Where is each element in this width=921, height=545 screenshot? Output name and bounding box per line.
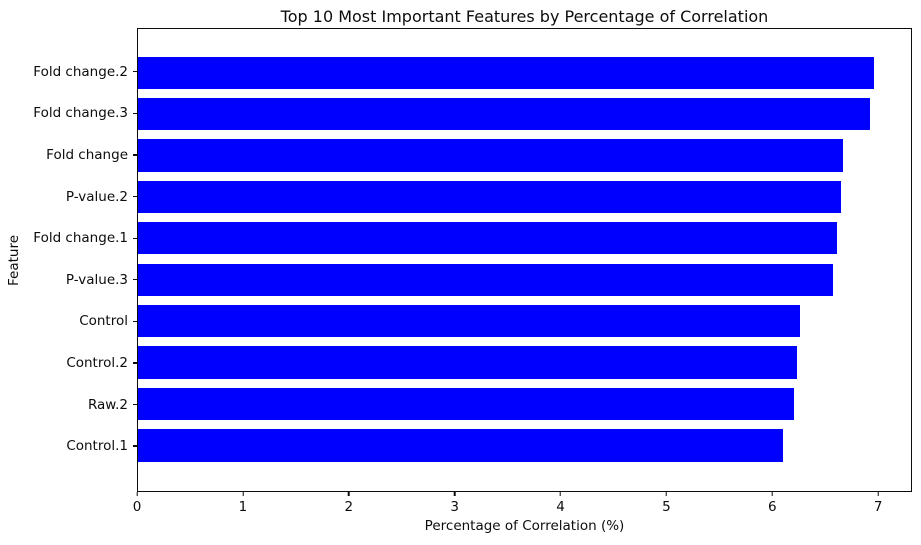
y-tick-label: Fold change.2 (33, 63, 128, 80)
x-tick: 4 (556, 492, 565, 515)
x-tick-label: 5 (662, 499, 671, 515)
bar-row (138, 383, 911, 424)
bar (138, 56, 875, 89)
x-tick-mark (665, 492, 667, 496)
y-tick-mark (133, 362, 137, 364)
y-tick-row: Fold change.3 (0, 93, 137, 135)
x-tick-mark (348, 492, 350, 496)
y-tick-row: Fold change.2 (0, 51, 137, 93)
y-tick-mark (133, 237, 137, 239)
y-tick-mark (133, 71, 137, 73)
y-tick-row: Fold change (0, 134, 137, 176)
bar (138, 387, 794, 421)
bar-row (138, 176, 911, 217)
x-tick-label: 2 (344, 499, 354, 515)
y-tick-label: Fold change.3 (33, 105, 128, 122)
bar-row (138, 425, 911, 466)
x-tick-label: 6 (767, 499, 777, 515)
bar-row (138, 218, 911, 259)
y-tick-mark (133, 154, 137, 156)
bar (138, 180, 842, 214)
bar (138, 429, 784, 462)
bar (138, 263, 833, 296)
y-tick-row: Control.2 (0, 342, 137, 384)
x-tick-mark (242, 492, 244, 496)
bar-row (138, 93, 911, 134)
x-tick-label: 0 (132, 499, 142, 515)
x-tick-mark (877, 492, 879, 496)
x-tick-label: 4 (556, 499, 565, 515)
x-tick: 1 (238, 492, 248, 515)
y-tick-label: P-value.3 (65, 271, 128, 288)
y-tick-row: Fold change.1 (0, 217, 137, 259)
bar-row (138, 259, 911, 300)
plot-area (137, 28, 912, 492)
bar (138, 304, 801, 338)
y-tick-mark (133, 195, 137, 198)
y-tick-row: Control (0, 301, 137, 343)
y-tick-label: Control.1 (66, 438, 128, 455)
x-tick-mark (559, 492, 562, 496)
bar (138, 97, 870, 131)
bar (138, 222, 838, 255)
x-tick-label: 7 (873, 499, 883, 515)
x-tick: 6 (768, 492, 777, 515)
x-tick-label: 3 (450, 499, 459, 515)
bar (138, 346, 797, 379)
y-tick-mark (133, 320, 137, 322)
y-tick-row: Control.1 (0, 425, 137, 467)
y-tick-label-column: Fold change.2 Fold change.3 Fold change P-v… (0, 28, 137, 492)
bar-row (138, 52, 911, 93)
y-tick-label: Control.2 (66, 354, 128, 371)
x-tick: 7 (873, 492, 883, 515)
x-axis-ticks: 0 1 2 3 4 5 6 7 (133, 492, 912, 522)
y-tick-label: Fold change (46, 146, 128, 163)
bar-row (138, 300, 911, 341)
y-tick-mark (133, 279, 137, 281)
y-tick-label: P-value.2 (65, 188, 128, 205)
bar-row (138, 342, 911, 383)
y-tick-label: Control (79, 313, 128, 330)
x-axis-label: Percentage of Correlation (%) (424, 518, 625, 534)
x-tick-mark (771, 492, 773, 496)
y-tick-label: Fold change.1 (33, 230, 128, 247)
x-tick: 3 (450, 492, 459, 515)
x-tick: 0 (132, 492, 142, 515)
y-tick-mark (133, 112, 137, 115)
bar-row (138, 135, 911, 176)
y-tick-mark (133, 403, 137, 406)
y-tick-row: Raw.2 (0, 384, 137, 426)
y-tick-mark (133, 445, 137, 447)
bar (138, 139, 844, 172)
x-tick-label: 1 (238, 499, 248, 515)
x-tick: 5 (662, 492, 671, 515)
y-tick-row: P-value.3 (0, 259, 137, 301)
x-tick-mark (453, 492, 456, 496)
y-tick-label: Raw.2 (87, 396, 128, 413)
x-tick-mark (136, 492, 138, 496)
chart-title: Top 10 Most Important Features by Percen… (280, 7, 769, 26)
y-tick-row: P-value.2 (0, 176, 137, 218)
x-tick: 2 (344, 492, 353, 515)
